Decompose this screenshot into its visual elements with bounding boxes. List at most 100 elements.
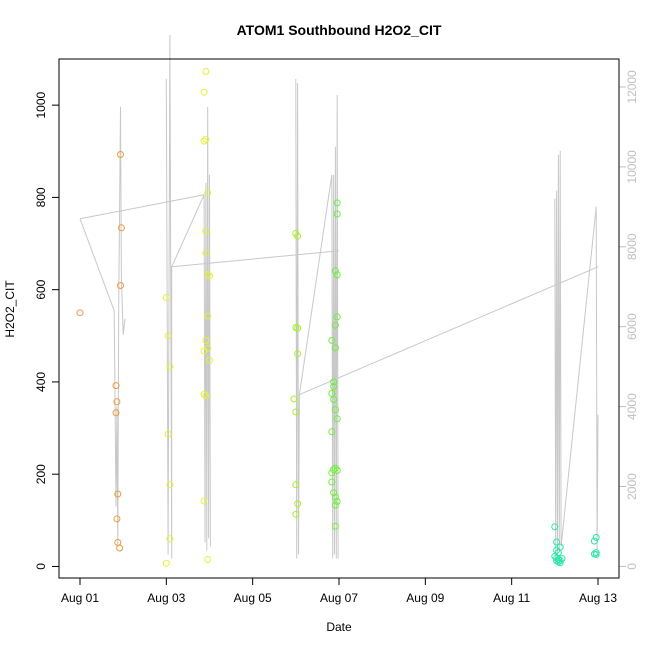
data-point (204, 270, 212, 278)
y2-tick-label: 2000 (625, 473, 639, 500)
x-axis-label: Date (326, 620, 352, 634)
data-point (331, 501, 339, 509)
data-point (162, 294, 170, 301)
x-tick-label: Aug 07 (320, 591, 358, 605)
x-tick-label: Aug 03 (147, 591, 185, 605)
secondary-line-segment (171, 250, 340, 268)
y2-tick-label: 10000 (625, 150, 639, 184)
data-point (112, 382, 120, 390)
secondary-line-segment (79, 106, 126, 547)
data-point (330, 466, 338, 474)
data-point (166, 535, 174, 543)
y-tick-label: 200 (34, 464, 48, 484)
data-point (331, 464, 339, 472)
data-point (292, 481, 300, 489)
y-axis-label: H2O2_CIT (3, 280, 17, 338)
data-point (590, 537, 598, 545)
y-tick-label: 400 (34, 372, 48, 392)
data-point (328, 336, 336, 344)
data-point (113, 515, 121, 523)
data-point (116, 544, 124, 552)
data-point (333, 313, 341, 321)
x-tick-label: Aug 01 (61, 591, 99, 605)
data-point (333, 467, 341, 474)
y2-tick-label: 8000 (625, 233, 639, 260)
data-point (328, 478, 336, 486)
data-point (164, 430, 172, 438)
x-tick-label: Aug 05 (234, 591, 272, 605)
data-point (292, 510, 300, 518)
y2-tick-label: 12000 (625, 70, 639, 104)
data-point (162, 559, 170, 567)
data-point (331, 493, 339, 501)
y-tick-label: 0 (34, 563, 48, 570)
x-tick-label: Aug 11 (493, 591, 530, 605)
secondary-line-segment (299, 266, 599, 396)
data-point (113, 398, 121, 406)
y-tick-label: 800 (34, 187, 48, 207)
data-point (556, 557, 564, 564)
data-point (166, 481, 174, 489)
y2-tick-label: 0 (625, 563, 639, 570)
data-point (164, 332, 172, 340)
x-tick-label: Aug 09 (406, 591, 444, 605)
data-point (117, 224, 125, 232)
data-point (333, 271, 341, 279)
data-point (331, 267, 339, 275)
data-point (328, 428, 336, 436)
data-point (331, 522, 339, 530)
data-point (551, 523, 559, 531)
data-point (331, 321, 339, 329)
data-point (202, 135, 210, 143)
chart-title: ATOM1 Southbound H2O2_CIT (237, 22, 442, 38)
data-point (592, 549, 600, 557)
data-point (592, 551, 600, 558)
data-point (112, 409, 120, 417)
secondary-line-segment (165, 34, 211, 559)
data-point (331, 344, 339, 352)
data-point (330, 383, 338, 390)
data-point (204, 556, 212, 563)
data-point (204, 312, 212, 320)
data-point (333, 210, 341, 218)
data-point (294, 500, 302, 508)
data-point (206, 272, 213, 280)
data-point (202, 336, 210, 344)
data-point (202, 249, 210, 257)
data-point (330, 396, 338, 403)
y-tick-label: 1000 (34, 91, 48, 118)
y-tick-label: 600 (34, 279, 48, 299)
data-point (556, 559, 564, 567)
data-point (330, 489, 338, 497)
data-point (204, 189, 212, 197)
data-point (202, 392, 210, 400)
data-point (553, 554, 561, 562)
data-point (333, 415, 341, 423)
data-point (592, 533, 600, 541)
data-point (202, 68, 210, 75)
data-point (333, 497, 341, 505)
data-point (200, 390, 208, 398)
secondary-line-segment (554, 150, 599, 559)
y2-tick-label: 6000 (625, 313, 639, 340)
data-point (553, 538, 561, 546)
data-point (117, 282, 124, 289)
data-point (114, 490, 122, 498)
x-tick-label: Aug 13 (579, 591, 617, 605)
data-point (294, 350, 302, 358)
secondary-line-segment (295, 78, 339, 559)
data-point (553, 557, 561, 565)
data-point (200, 497, 208, 505)
y2-tick-label: 4000 (625, 393, 639, 420)
secondary-line-segment (79, 194, 205, 220)
data-point (330, 378, 338, 386)
data-point (294, 232, 302, 240)
points-layer (76, 68, 600, 567)
data-point (206, 356, 213, 364)
data-point (76, 309, 84, 317)
data-point (333, 199, 341, 207)
data-point (117, 151, 124, 158)
data-point (166, 363, 174, 371)
data-point (290, 395, 298, 403)
